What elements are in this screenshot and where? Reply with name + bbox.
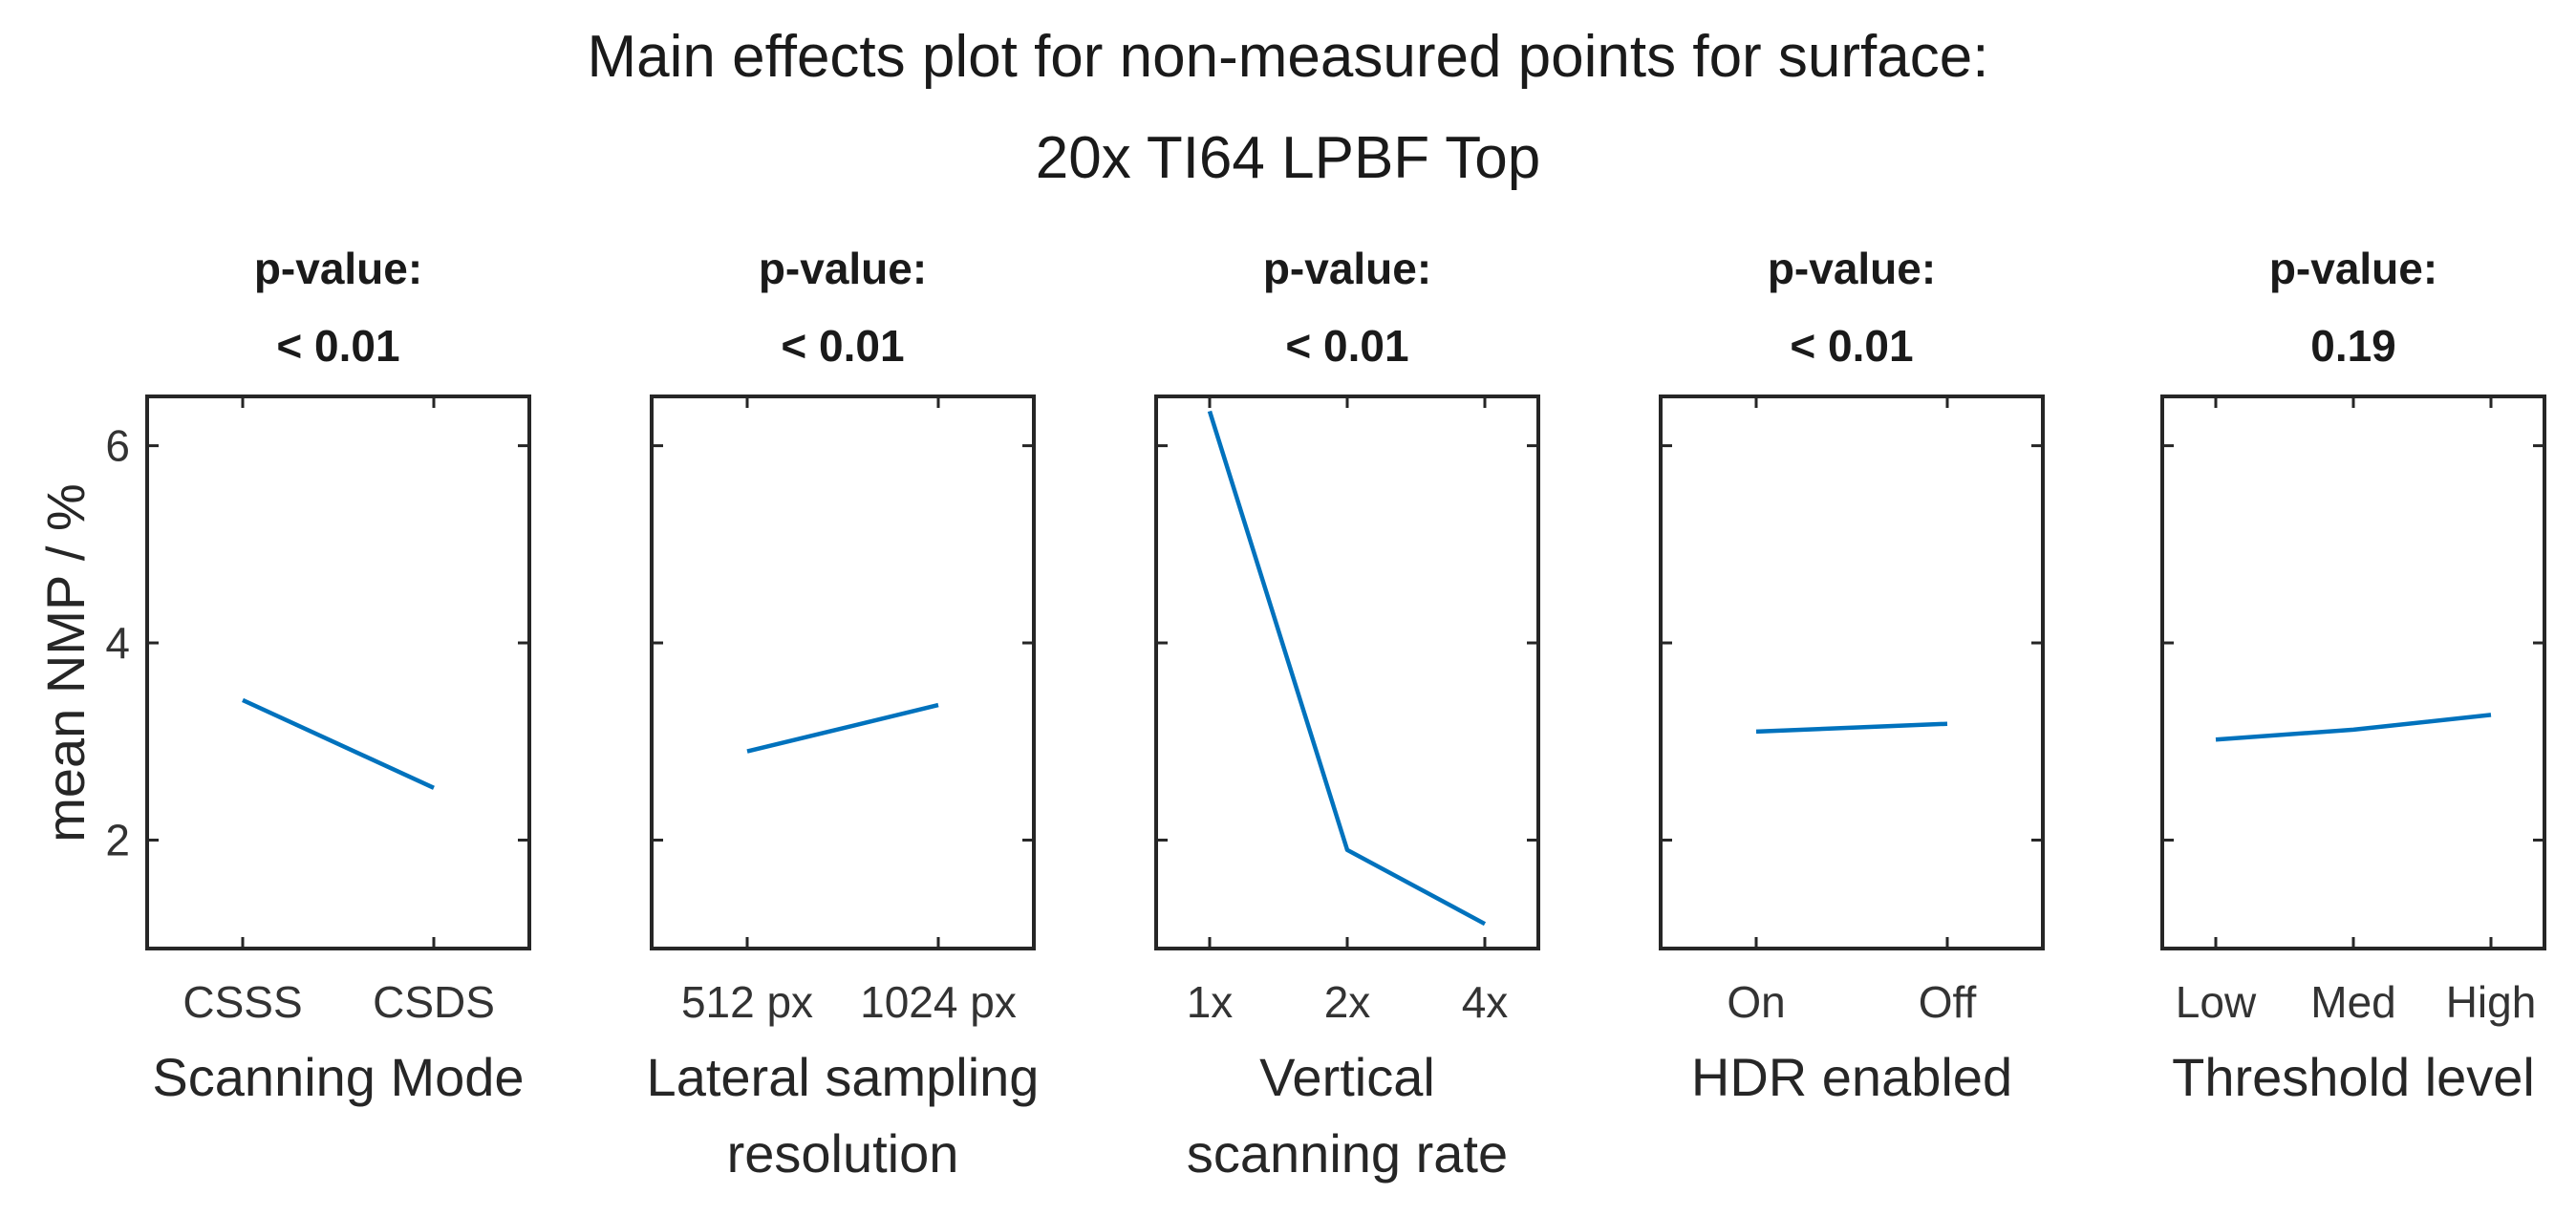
main-effect-line: [1207, 410, 1487, 927]
main-effect-line: [746, 702, 939, 754]
panel-p-label: p-value:: [1263, 244, 1431, 293]
panel-1: p-value: < 0.01 2 4 6 CSSS CSDS Scanning Mode: [105, 244, 531, 1107]
x-tick-label: CSSS: [182, 977, 302, 1027]
x-tick-label: Low: [2176, 977, 2257, 1027]
panel-axes-frame: [1154, 395, 1540, 950]
x-axis-label: Threshold level: [2172, 1047, 2535, 1107]
x-tick-label: Med: [2310, 977, 2395, 1027]
x-axis-label: HDR enabled: [1691, 1047, 2012, 1107]
panel-axes-frame: [650, 395, 1036, 950]
figure-title-line-2: 20x TI64 LPBF Top: [1036, 125, 1540, 191]
x-axis-label: resolution: [727, 1123, 959, 1184]
x-tick-label: Off: [1919, 977, 1977, 1027]
panel-3: p-value: < 0.01 1x 2x 4x Vertical scanning rat…: [1154, 244, 1540, 1184]
panel-p-label: p-value:: [254, 244, 422, 293]
x-tick-label: 4x: [1462, 977, 1509, 1027]
y-axis-label: mean NMP / %: [35, 483, 96, 843]
x-axis-label: Vertical: [1259, 1047, 1435, 1107]
y-tick-label: 4: [105, 618, 130, 668]
panel-p-value: < 0.01: [276, 321, 399, 371]
panel-axes-frame: [2160, 395, 2546, 950]
panel-axes-frame: [1659, 395, 2045, 950]
main-effect-line: [242, 697, 435, 790]
x-tick-label: On: [1727, 977, 1785, 1027]
panel-4: p-value: < 0.01 On Off HDR enabled: [1659, 244, 2045, 1107]
x-tick-label: 2x: [1324, 977, 1371, 1027]
panel-p-value: < 0.01: [781, 321, 904, 371]
panel-p-value: 0.19: [2310, 321, 2396, 371]
main-effect-line: [1755, 721, 1948, 735]
x-tick-label: 1024 px: [860, 977, 1017, 1027]
x-axis-label: scanning rate: [1187, 1123, 1508, 1184]
x-axis-label: Scanning Mode: [152, 1047, 524, 1107]
figure-title-line-1: Main effects plot for non-measured point…: [588, 24, 1989, 90]
panel-p-value: < 0.01: [1790, 321, 1913, 371]
main-effect-line: [2215, 713, 2492, 742]
panel-p-label: p-value:: [2269, 244, 2437, 293]
x-axis-label: Lateral sampling: [647, 1047, 1040, 1107]
x-tick-label: CSDS: [373, 977, 495, 1027]
x-tick-label: 512 px: [681, 977, 813, 1027]
panel-5: p-value: 0.19 Low Med High Threshold level: [2160, 244, 2546, 1107]
x-tick-label: High: [2446, 977, 2537, 1027]
y-tick-label: 2: [105, 815, 130, 864]
panel-p-label: p-value:: [1768, 244, 1936, 293]
panel-2: p-value: < 0.01 512 px 1024 px Lateral sampl…: [647, 244, 1040, 1184]
y-tick-label: 6: [105, 421, 130, 471]
x-tick-label: 1x: [1187, 977, 1234, 1027]
panel-p-value: < 0.01: [1285, 321, 1408, 371]
panel-p-label: p-value:: [759, 244, 927, 293]
panel-axes-frame: [145, 395, 531, 950]
